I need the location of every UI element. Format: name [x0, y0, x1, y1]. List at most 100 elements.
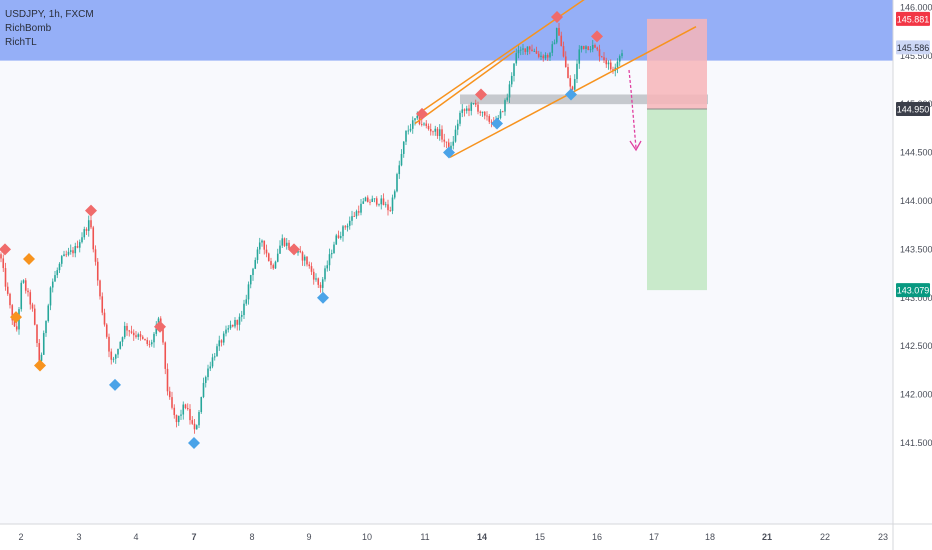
y-tick-label: 141.500 — [900, 438, 932, 448]
candle-body — [603, 57, 605, 61]
projection-arrow[interactable] — [628, 69, 637, 149]
candle-body — [526, 46, 529, 52]
candle-body — [519, 49, 522, 51]
candle-body — [389, 210, 392, 212]
x-tick-label: 7 — [191, 532, 196, 542]
candle-body — [436, 128, 439, 136]
candle-body — [459, 112, 461, 124]
candle-body — [342, 226, 344, 237]
candle-body — [4, 268, 7, 287]
candle-body — [114, 354, 117, 359]
resistance-zone — [0, 0, 893, 61]
candle-body — [274, 261, 277, 269]
x-tick-label: 23 — [878, 532, 888, 542]
candle-body — [24, 280, 27, 291]
candle-body — [405, 130, 407, 142]
candle-body — [468, 108, 470, 111]
candle-body — [171, 397, 173, 408]
candle-body — [27, 290, 29, 293]
candle-body — [186, 408, 189, 410]
candle-body — [31, 304, 34, 309]
candle-body — [267, 253, 270, 262]
candle-body — [387, 204, 389, 211]
candle-body — [85, 229, 88, 231]
candle-body — [434, 128, 437, 132]
time-axis-panel — [0, 524, 932, 550]
entry-price-label-bg — [896, 102, 930, 116]
candle-body — [506, 97, 509, 101]
candle-body — [409, 128, 412, 131]
candle-body — [141, 336, 144, 339]
candle-body — [558, 28, 560, 36]
x-tick-label: 10 — [362, 532, 372, 542]
candle-body — [542, 55, 545, 59]
candle-body — [589, 49, 592, 51]
candle-body — [490, 121, 493, 123]
candle-body — [276, 253, 279, 262]
signal-marker-blue — [491, 117, 503, 130]
candle-body — [508, 84, 511, 98]
candle-body — [600, 56, 603, 58]
candle-body — [373, 198, 376, 200]
candle-body — [396, 174, 398, 192]
candle-body — [74, 246, 77, 254]
candle-body — [285, 242, 288, 246]
candle-body — [335, 235, 338, 245]
candle-body — [162, 325, 164, 343]
candle-body — [573, 79, 576, 90]
candle-body — [537, 53, 540, 57]
y-tick-label: 145.500 — [900, 51, 932, 61]
candle-body — [618, 56, 621, 62]
candle-body — [256, 249, 259, 261]
candle-body — [310, 266, 313, 272]
stop-loss-price-label: 145.881 — [897, 14, 930, 24]
candle-body — [40, 354, 43, 361]
candle-body — [299, 250, 302, 253]
candle-body — [137, 334, 140, 337]
candle-body — [103, 312, 106, 325]
channel-line-3[interactable] — [414, 50, 516, 125]
candle-body — [236, 320, 239, 325]
candle-body — [425, 123, 428, 126]
candle-body — [222, 333, 225, 343]
candle-body — [231, 324, 234, 327]
candle-body — [49, 287, 52, 306]
candle-body — [312, 271, 315, 280]
candle-body — [209, 366, 212, 369]
candle-body — [13, 320, 16, 327]
candle-body — [229, 324, 232, 329]
x-tick-label: 14 — [477, 532, 487, 542]
candle-body — [69, 250, 72, 252]
candle-body — [126, 325, 128, 331]
x-tick-label: 3 — [76, 532, 81, 542]
candle-body — [375, 198, 378, 205]
y-tick-label: 144.500 — [900, 148, 932, 158]
candle-body — [29, 292, 32, 305]
candle-body — [202, 382, 205, 398]
symbol-legend[interactable]: USDJPY, 1h, FXCM — [5, 9, 94, 20]
indicator-legend-richbomb[interactable]: RichBomb — [5, 23, 52, 34]
candle-body — [483, 111, 486, 116]
candle-body — [175, 415, 178, 423]
indicator-legend-richtl[interactable]: RichTL — [5, 37, 37, 48]
candle-body — [616, 61, 619, 68]
x-tick-label: 16 — [592, 532, 602, 542]
candle-body — [522, 48, 524, 50]
x-tick-label: 11 — [420, 532, 429, 542]
candle-body — [2, 258, 5, 269]
candle-body — [371, 198, 374, 202]
candle-body — [546, 55, 549, 58]
signal-marker-orange — [10, 311, 22, 324]
candle-body — [72, 250, 74, 254]
candle-body — [184, 404, 187, 409]
candle-body — [272, 265, 275, 269]
take-profit-zone[interactable] — [647, 109, 707, 291]
y-tick-label: 142.500 — [900, 341, 932, 351]
stop-loss-zone[interactable] — [647, 18, 707, 110]
candle-body — [461, 109, 464, 113]
channel-line-1[interactable] — [417, 0, 615, 115]
candle-body — [621, 53, 623, 57]
candle-body — [477, 104, 479, 112]
